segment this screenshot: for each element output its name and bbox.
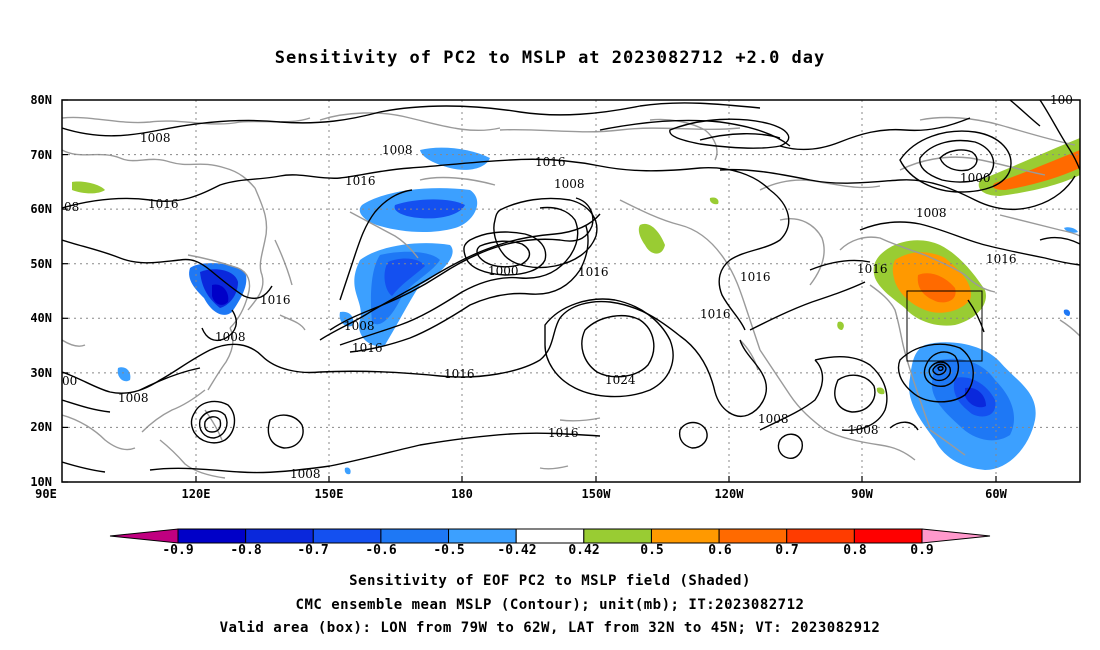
coastlines [62, 112, 1080, 479]
sensitivity-shading [72, 138, 1080, 475]
colorbar-label: 0.7 [775, 543, 799, 558]
lat-label: 30N [30, 366, 52, 380]
grid-lines [62, 100, 1080, 482]
contour-label: 1016 [578, 265, 609, 279]
lat-label: 10N [30, 475, 52, 489]
colorbar-swatch [718, 528, 788, 544]
contour-label: 00 [62, 374, 77, 388]
map-title: Sensitivity of PC2 to MSLP at 2023082712… [274, 48, 826, 68]
lon-label: 150W [582, 487, 612, 501]
contour-label: 1008 [215, 330, 246, 344]
colorbar-label: -0.9 [162, 543, 194, 558]
caption-line-1: Sensitivity of EOF PC2 to MSLP field (Sh… [349, 573, 751, 589]
contour-label: 1016 [148, 197, 179, 211]
colorbar-label: 0.6 [708, 543, 732, 558]
colorbar-label: 0.8 [843, 543, 867, 558]
contour-label: 1016 [857, 262, 888, 276]
colorbar-swatch [583, 528, 652, 544]
contour-label: 1016 [345, 174, 376, 188]
mslp-contours [62, 100, 1080, 474]
lon-label: 120E [182, 487, 211, 501]
longitude-labels: 90E 120E 150E 180 150W 120W 90W 60W [35, 487, 1007, 501]
colorbar-swatch [786, 528, 855, 544]
lat-label: 60N [30, 202, 52, 216]
colorbar-min-arrow [109, 528, 179, 544]
contour-label: 1008 [344, 319, 375, 333]
contour-label: 1008 [848, 423, 879, 437]
contour-label: 1016 [700, 307, 731, 321]
contour-label: 1008 [382, 143, 413, 157]
lon-label: 120W [715, 487, 745, 501]
colorbar-swatch [515, 528, 585, 544]
colorbar-label: -0.6 [365, 543, 397, 558]
colorbar-label: -0.42 [497, 543, 537, 558]
contour-label: 1016 [535, 155, 566, 169]
contour-label: 1008 [140, 131, 171, 145]
colorbar-swatch [380, 528, 450, 544]
caption-line-2: CMC ensemble mean MSLP (Contour); unit(m… [295, 597, 805, 613]
caption-line-3: Valid area (box): LON from 79W to 62W, L… [219, 620, 881, 636]
colorbar-swatch [177, 528, 247, 544]
contour-label: 1008 [554, 177, 585, 191]
colorbar-swatch [312, 528, 382, 544]
contour-label: 1000 [960, 171, 991, 185]
contour-label: 1016 [548, 426, 579, 440]
lat-label: 70N [30, 148, 52, 162]
colorbar-label: 0.5 [640, 543, 664, 558]
colorbar-label: 0.9 [910, 543, 934, 558]
contour-label: 1016 [352, 341, 383, 355]
contour-label: 1016 [260, 293, 291, 307]
contour-label: 1008 [290, 467, 321, 481]
colorbar-max-arrow [921, 528, 991, 544]
colorbar-swatch [650, 528, 720, 544]
lon-label: 180 [451, 487, 473, 501]
valid-area-box [906, 290, 983, 362]
colorbar-label: -0.5 [433, 543, 465, 558]
lat-label: 20N [30, 420, 52, 434]
colorbar-label: -0.8 [230, 543, 262, 558]
map-frame [61, 99, 1081, 483]
contour-label: 1016 [740, 270, 771, 284]
contour-label: 1008 [758, 412, 789, 426]
colorbar-swatch [245, 528, 314, 544]
colorbar-label: 0.42 [568, 543, 600, 558]
contour-label: 08 [64, 200, 79, 214]
colorbar-swatch [448, 528, 517, 544]
axis-ticks [62, 99, 997, 483]
contour-label: 1008 [118, 391, 149, 405]
lon-label: 90E [35, 487, 57, 501]
colorbar-label: -0.7 [297, 543, 329, 558]
lon-label: 60W [985, 487, 1007, 501]
contour-labels: 1008 1008 1016 1016 1008 1016 1000 1016 … [62, 93, 1073, 481]
colorbar [109, 528, 991, 544]
latitude-labels: 80N 70N 60N 50N 40N 30N 20N 10N [30, 93, 52, 489]
lon-label: 90W [851, 487, 873, 501]
lat-label: 80N [30, 93, 52, 107]
colorbar-swatch [853, 528, 923, 544]
contour-label: 1024 [605, 373, 636, 387]
contour-label: 1008 [916, 206, 947, 220]
lat-label: 50N [30, 257, 52, 271]
contour-label: 1016 [444, 367, 475, 381]
contour-label: 1016 [986, 252, 1017, 266]
contour-label: 1000 [488, 264, 519, 278]
lat-label: 40N [30, 311, 52, 325]
lon-label: 150E [315, 487, 344, 501]
